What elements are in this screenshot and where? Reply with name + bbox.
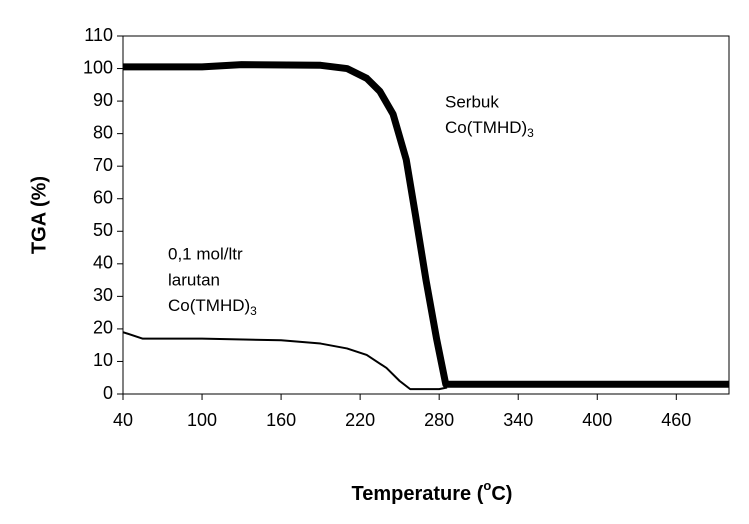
y-tick-label: 90: [93, 90, 113, 110]
x-axis-title-text: Temperature (: [352, 483, 484, 505]
y-axis-title: TGA (%): [28, 176, 50, 254]
y-tick-label: 100: [83, 57, 113, 77]
annotation-formula-sub: 3: [250, 304, 257, 318]
x-tick-label: 160: [266, 410, 296, 430]
x-tick-label: 280: [424, 410, 454, 430]
x-tick-label: 400: [582, 410, 612, 430]
y-tick-label: 60: [93, 187, 113, 207]
y-tick-label: 50: [93, 220, 113, 240]
annotation-line: Serbuk: [445, 92, 499, 111]
y-tick-label: 0: [103, 383, 113, 403]
x-axis-title-after: C): [491, 483, 512, 505]
annotation-formula: Co(TMHD)3: [168, 296, 257, 318]
annotation-formula-text: Co(TMHD): [168, 296, 250, 315]
annotation-line: larutan: [168, 270, 220, 289]
annotation-formula-text: Co(TMHD): [445, 118, 527, 137]
y-tick-label: 30: [93, 285, 113, 305]
x-axis-title-sup: o: [483, 478, 491, 493]
annotation-formula-sub: 3: [527, 126, 534, 140]
x-axis-title: Temperature (oC): [352, 478, 513, 505]
y-tick-label: 20: [93, 318, 113, 338]
y-tick-label: 80: [93, 122, 113, 142]
y-tick-label: 10: [93, 350, 113, 370]
x-tick-label: 100: [187, 410, 217, 430]
y-tick-label: 40: [93, 253, 113, 273]
series-line: [122, 331, 448, 391]
x-tick-label: 220: [345, 410, 375, 430]
annotation-line: 0,1 mol/ltr: [168, 244, 243, 263]
series-line: [123, 61, 729, 388]
y-tick-label: 70: [93, 155, 113, 175]
x-tick-label: 40: [113, 410, 133, 430]
x-tick-label: 460: [661, 410, 691, 430]
y-tick-label: 110: [84, 25, 113, 45]
plot-frame: [122, 35, 730, 395]
x-tick-label: 340: [503, 410, 533, 430]
annotation-formula: Co(TMHD)3: [445, 118, 534, 140]
